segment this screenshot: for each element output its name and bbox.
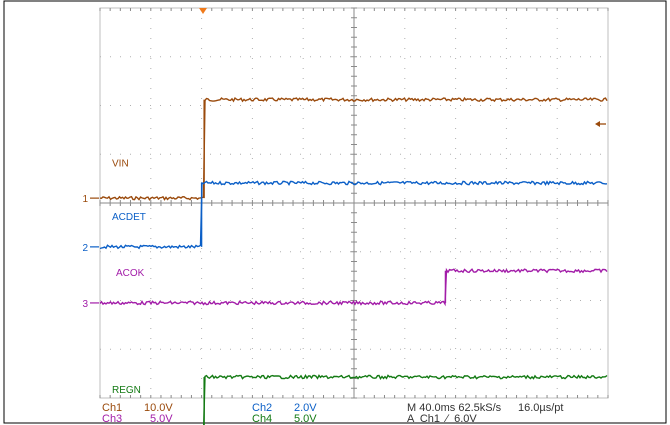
- channel-markers: 1234: [82, 194, 99, 310]
- ch3-label: Ch3: [102, 413, 122, 425]
- label-vin: VIN: [112, 158, 129, 169]
- label-regn: REGN: [112, 385, 141, 396]
- ch2-label: Ch2: [252, 402, 272, 414]
- label-acdet: ACDET: [112, 212, 146, 223]
- traces: [99, 96, 608, 425]
- ch4-scale: 5.0V: [294, 413, 317, 425]
- ch4-label: Ch4: [252, 413, 272, 425]
- record-readout: 16.0µs/pt: [518, 402, 563, 414]
- channel-marker-3: 3: [82, 299, 88, 310]
- trace-acok: [99, 267, 608, 307]
- channel-marker-2: 2: [82, 243, 88, 254]
- ch1-label: Ch1: [102, 402, 122, 414]
- footer-readout: Ch1 10.0V Ch3 5.0V Ch2 2.0V Ch4 5.0V M 4…: [102, 402, 563, 425]
- channel-marker-1: 1: [82, 194, 88, 205]
- ch3-scale: 5.0V: [150, 413, 173, 425]
- trigger-readout: A Ch1 ∕ 6.0V: [407, 413, 477, 425]
- ch1-scale: 10.0V: [144, 402, 173, 414]
- timebase-readout: M 40.0ms 62.5kS/s: [407, 402, 502, 414]
- trigger-position-icon: [199, 8, 207, 14]
- trace-acdet: [99, 180, 608, 250]
- trace-vin: [99, 96, 608, 201]
- trace-regn: [203, 373, 608, 425]
- trigger-level-icon: [595, 121, 606, 127]
- label-acok: ACOK: [116, 268, 145, 279]
- chart-border: [3, 0, 667, 424]
- grid: [99, 7, 609, 399]
- trace-labels: VIN ACDET ACOK REGN: [112, 158, 146, 396]
- ch2-scale: 2.0V: [294, 402, 317, 414]
